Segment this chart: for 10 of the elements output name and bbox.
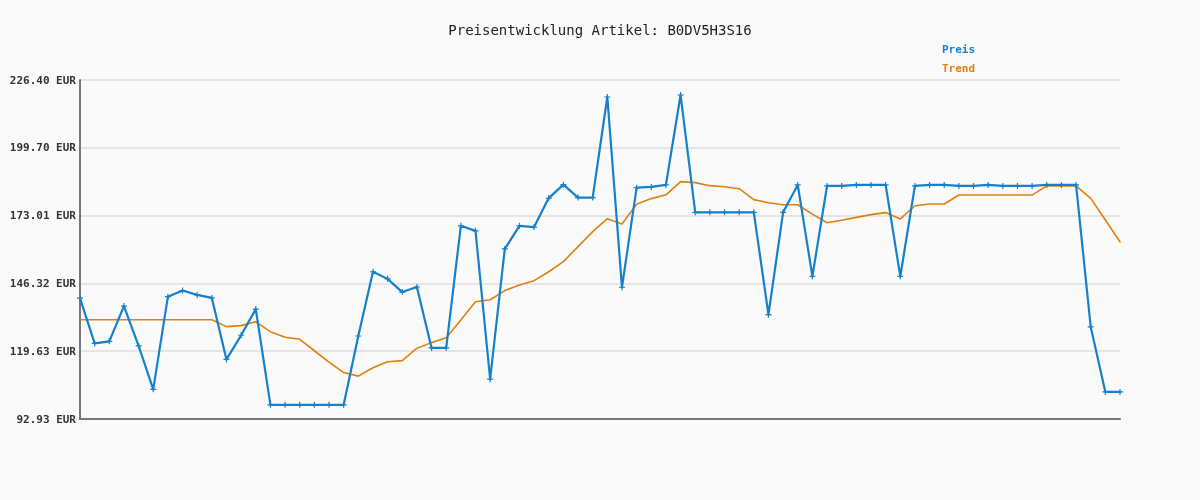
- chart-title: Preisentwicklung Artikel: B0DV5H3S16: [448, 22, 752, 38]
- y-tick-label: 199.70 EUR: [9, 141, 77, 155]
- y-tick-label: 119.63 EUR: [9, 344, 77, 358]
- line-series: [79, 180, 1121, 377]
- y-tick-label: 92.93 EUR: [16, 412, 77, 426]
- text: Trend: [941, 62, 976, 75]
- text: Preis: [941, 42, 976, 56]
- y-tick-label: 146.32 EUR: [9, 276, 77, 290]
- y-tick-label: 226.40 EUR: [9, 73, 77, 87]
- y-tick-label: 173.01 EUR: [9, 209, 77, 223]
